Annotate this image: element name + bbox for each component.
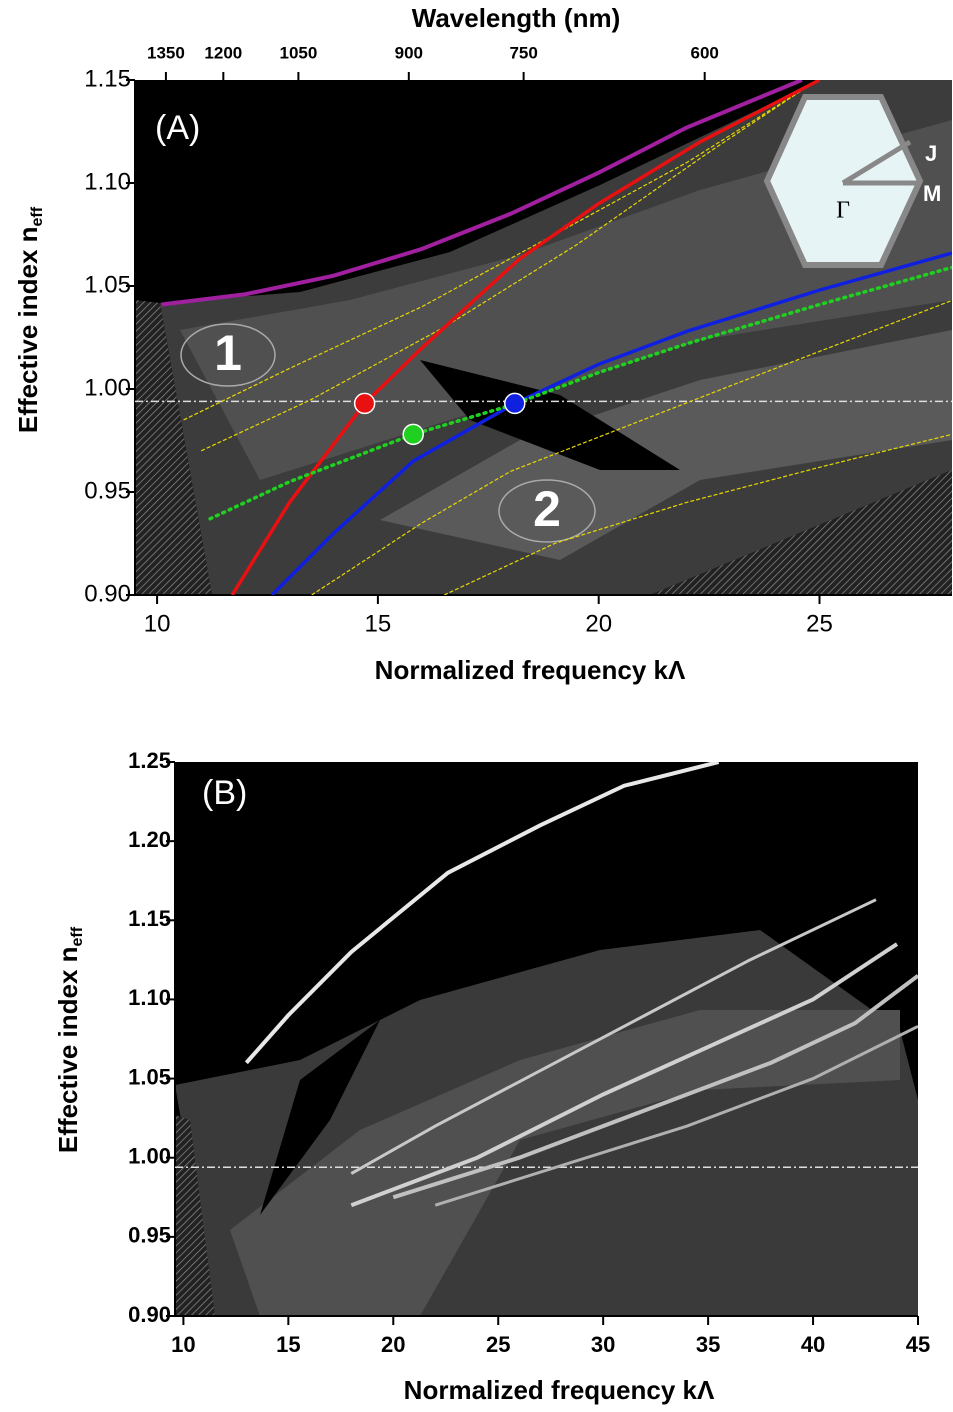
x2-tick-label: 900: [395, 43, 423, 62]
series-line: [270, 251, 952, 595]
x-axis-title: Normalized frequency kΛ: [375, 655, 686, 685]
y-tick-label: 1.05: [128, 1064, 171, 1089]
y-axis-title: Effective index neff: [13, 206, 46, 433]
series-line: [350, 898, 877, 1175]
y-tick-label: 1.20: [128, 827, 171, 852]
region-label: 2: [533, 481, 561, 537]
y-tick-label: 1.05: [84, 271, 131, 298]
y-axis-title-main: Effective index n: [13, 226, 43, 433]
series-line: [200, 89, 803, 452]
inset-label: M: [923, 181, 941, 206]
x-tick-label: 35: [696, 1332, 720, 1357]
y-axis-title-sub: eff: [69, 926, 86, 946]
gap: [260, 1020, 380, 1215]
band: [230, 1010, 900, 1316]
series-line: [392, 974, 918, 1200]
band: [380, 330, 952, 560]
y-tick-label: 1.25: [128, 748, 171, 773]
x2-axis-title: Wavelength (nm): [412, 3, 620, 33]
gray-field: [135, 80, 952, 595]
x2-tick-label: 1050: [279, 43, 317, 62]
y-tick-label: 0.90: [84, 580, 131, 607]
series-line: [434, 1024, 918, 1207]
y-tick-label: 1.00: [84, 374, 131, 401]
x-tick-label: 25: [486, 1332, 510, 1357]
marker: [402, 423, 424, 446]
region-circle: [180, 323, 276, 387]
marker: [353, 392, 376, 415]
y-axis-title: Effective index neff: [53, 926, 86, 1153]
x-tick-label: 25: [806, 610, 833, 637]
series-line: [244, 762, 720, 1065]
band: [180, 120, 952, 480]
x-tick-label: 15: [276, 1332, 300, 1357]
x2-tick-label: 1350: [147, 43, 185, 62]
x-tick-label: 40: [801, 1332, 825, 1357]
region-circle: [498, 479, 596, 543]
y-axis-title-sub: eff: [29, 206, 46, 226]
region-label: 1: [214, 325, 242, 381]
x-tick-label: 15: [365, 610, 392, 637]
x-axis-title: Normalized frequency kΛ: [404, 1375, 715, 1405]
y-tick-label: 1.15: [84, 65, 131, 92]
y-tick-label: 1.10: [128, 985, 171, 1010]
x-tick-label: 10: [171, 1332, 195, 1357]
series-line: [230, 80, 821, 595]
x-tick-label: 45: [906, 1332, 930, 1357]
hatch: [135, 300, 212, 595]
y-tick-label: 1.10: [84, 168, 131, 195]
inset-label: Γ: [836, 198, 850, 224]
inset-label: J: [925, 141, 937, 166]
x-tick-label: 20: [381, 1332, 405, 1357]
y-axis-title-main: Effective index n: [53, 946, 83, 1153]
x2-tick-label: 1200: [204, 43, 242, 62]
panel-label: (A): [155, 109, 200, 147]
series-line: [161, 80, 803, 307]
y-tick-label: 0.95: [128, 1223, 171, 1248]
x2-tick-label: 750: [509, 43, 537, 62]
path-line: [841, 139, 912, 186]
series-line: [183, 89, 803, 421]
hatch: [175, 1115, 215, 1316]
panel-label: (B): [202, 774, 247, 812]
marker: [504, 392, 526, 415]
y-tick-label: 0.95: [84, 477, 131, 504]
hatch: [650, 470, 952, 595]
gap: [420, 360, 680, 470]
series-line: [350, 942, 899, 1208]
x-tick-label: 30: [591, 1332, 615, 1357]
series-line: [311, 299, 952, 595]
series-line: [208, 265, 952, 521]
x-tick-label: 20: [585, 610, 612, 637]
y-tick-label: 0.90: [128, 1302, 171, 1327]
x-tick-label: 10: [144, 610, 171, 637]
x2-tick-label: 600: [691, 43, 719, 62]
y-tick-label: 1.00: [128, 1144, 171, 1169]
y-tick-label: 1.15: [128, 906, 171, 931]
series-line: [443, 433, 952, 595]
